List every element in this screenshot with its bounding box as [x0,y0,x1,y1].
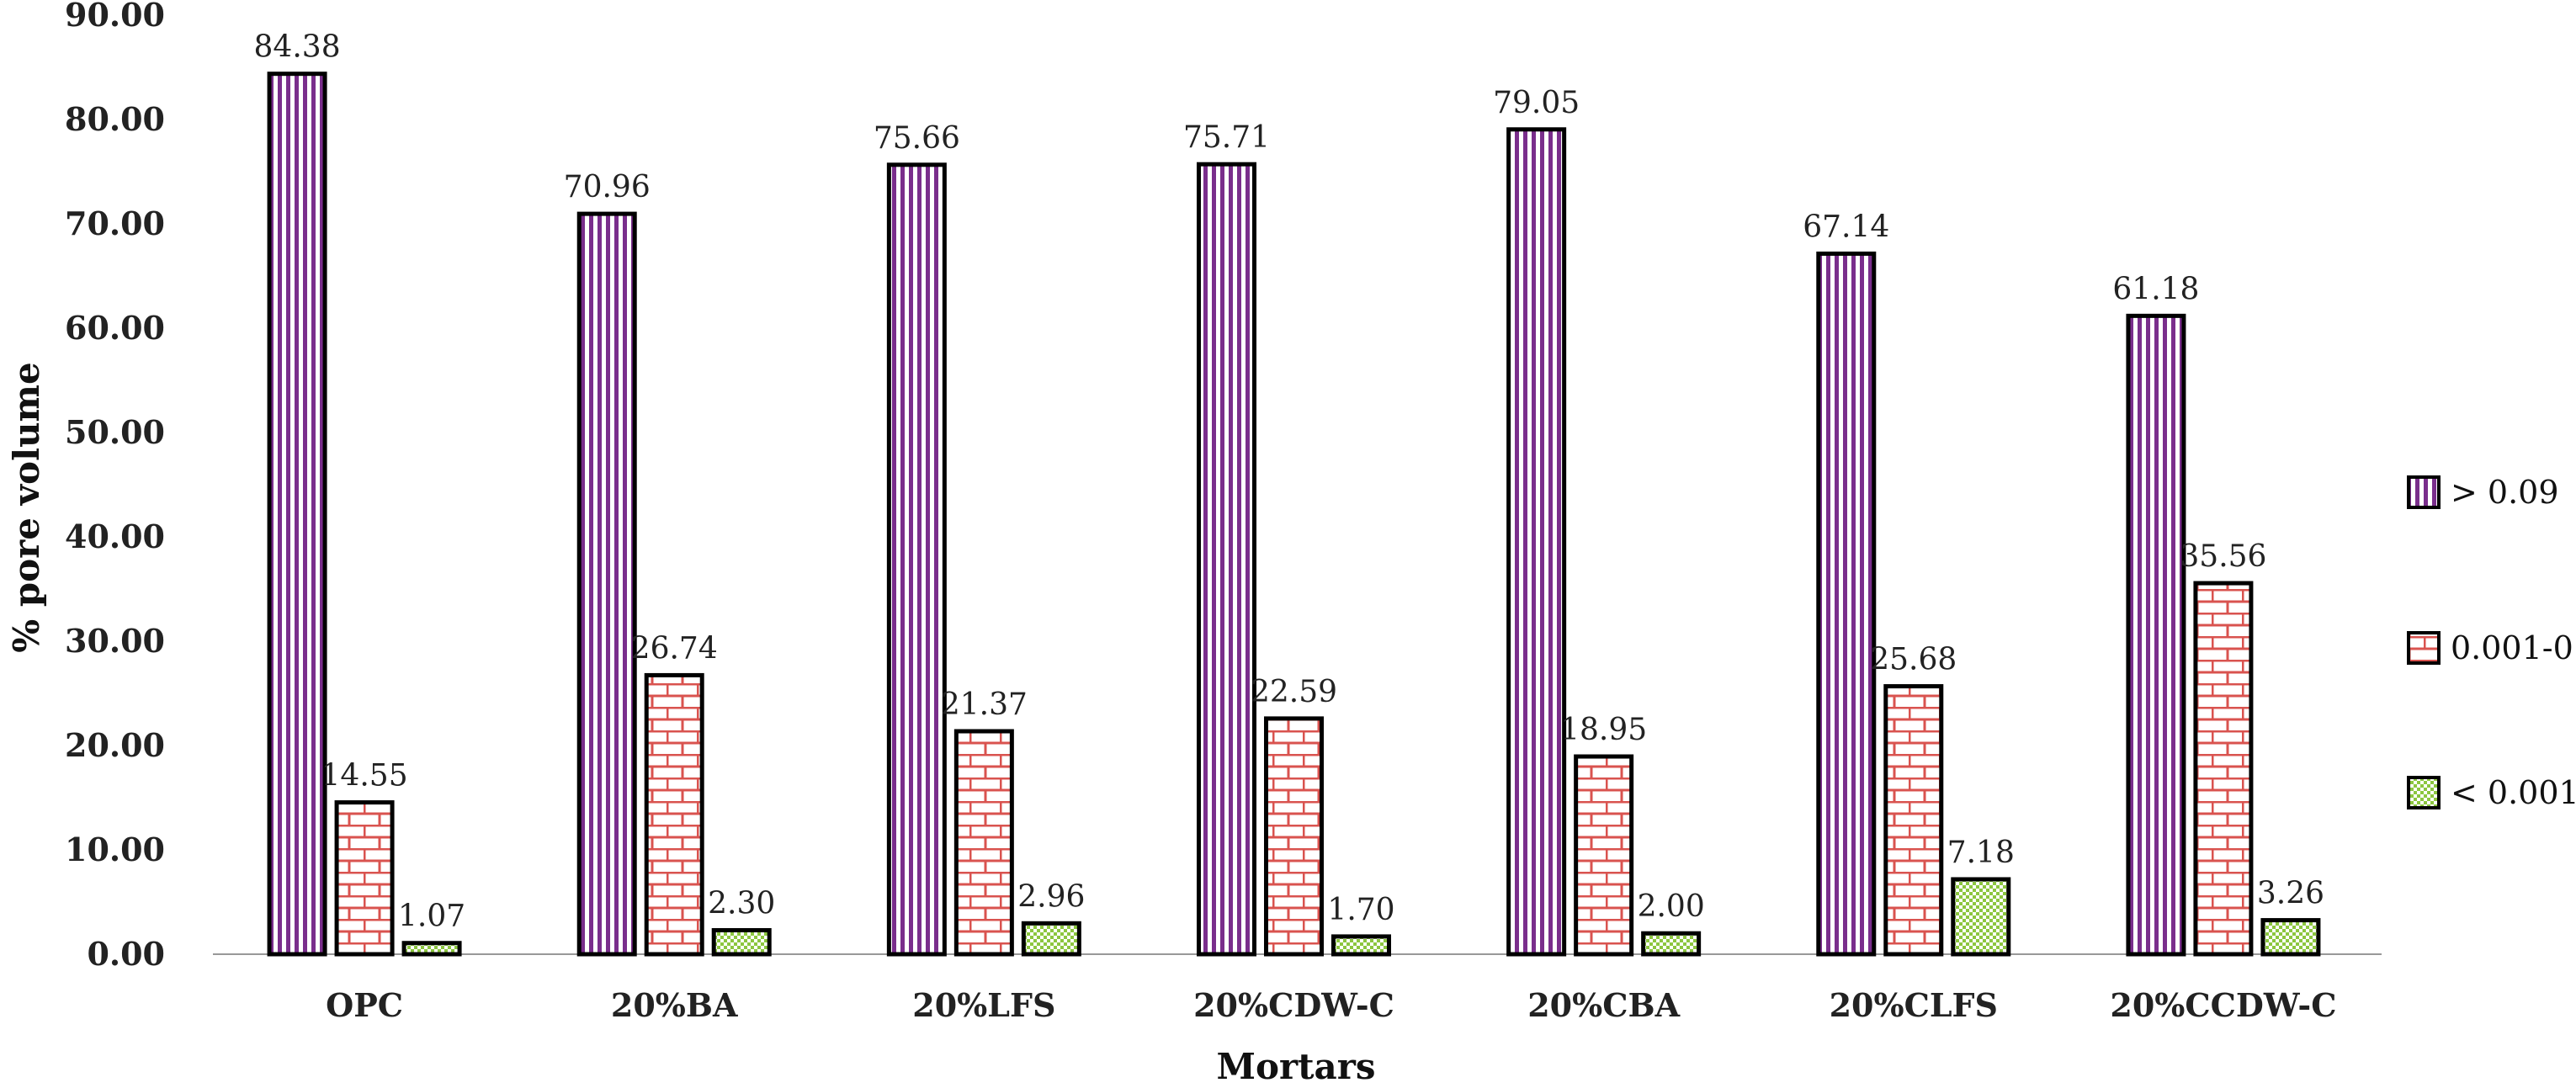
bar [644,672,704,957]
legend-swatch [2407,475,2441,509]
data-label: 79.05 [1493,86,1580,120]
bar [711,927,772,957]
bar [1883,684,1944,957]
data-labels: 84.38 14.55 1.07 70.96 26.74 2.30 75.66 21.37 2.… [254,30,2324,934]
category-label: 20%CBA [1527,986,1680,1024]
bar [1574,754,1634,957]
data-label: 1.07 [398,900,465,934]
bar [334,800,395,957]
y-tick-label: 0.00 [87,935,165,973]
data-label: 18.95 [1560,713,1647,747]
data-label: 35.56 [2180,539,2266,574]
legend-swatch [2407,776,2441,809]
data-label: 3.26 [2257,877,2324,911]
bar [1506,127,1567,957]
bar [576,211,637,957]
bars [267,72,2321,957]
y-tick-label: 20.00 [65,726,165,764]
bar [2260,918,2321,957]
legend-label: > 0.09 [2451,474,2559,511]
bar [2193,581,2254,957]
data-label: 7.18 [1947,836,2015,870]
bar [886,162,947,957]
y-tick-label: 60.00 [65,309,165,347]
data-label: 2.30 [708,886,775,921]
data-label: 21.37 [941,687,1028,722]
bar [1816,251,1877,957]
data-label: 75.66 [874,121,960,156]
legend-label: 0.001-0.09 [2451,629,2576,666]
bar [267,72,327,957]
data-label: 75.71 [1183,120,1270,155]
data-label: 26.74 [631,631,718,666]
legend-label: < 0.001 [2451,774,2576,811]
y-tick-label: 50.00 [65,413,165,451]
bar [1264,716,1324,957]
bar [1021,921,1081,957]
category-label: 20%CLFS [1830,986,1998,1024]
x-axis-category-labels: OPC 20%BA 20%LFS 20%CDW-C 20%CBA 20%CLFS 20%CC… [326,986,2336,1024]
y-tick-label: 40.00 [65,517,165,555]
y-tick-label: 30.00 [65,622,165,660]
bar [1197,162,1256,957]
data-label: 70.96 [564,170,651,204]
y-tick-label: 90.00 [65,0,165,34]
y-axis-tick-labels: 0.00 10.00 20.00 30.00 40.00 50.00 60.00 70.00 8… [65,0,165,973]
category-label: 20%CCDW-C [2110,986,2336,1024]
y-tick-label: 70.00 [65,204,165,242]
category-label: 20%CDW-C [1193,986,1394,1024]
category-label: OPC [326,986,403,1024]
data-label: 1.70 [1327,893,1394,927]
bar [1331,934,1391,957]
x-axis-title: Mortars [1216,1046,1375,1087]
data-label: 67.14 [1803,210,1889,244]
data-label: 2.00 [1638,889,1705,924]
legend: > 0.09 0.001-0.09 < 0.001 [2407,474,2576,811]
data-label: 22.59 [1251,675,1337,709]
data-label: 2.96 [1017,879,1085,914]
bar [1951,877,2011,957]
legend-swatch [2407,631,2441,665]
data-label: 84.38 [254,30,341,65]
data-label: 25.68 [1870,643,1957,677]
y-tick-label: 80.00 [65,100,165,138]
data-label: 61.18 [2112,272,2199,306]
category-label: 20%BA [611,986,738,1024]
category-label: 20%LFS [912,986,1055,1024]
y-tick-label: 10.00 [65,831,165,868]
bar [953,729,1014,957]
bar [2126,313,2186,957]
y-axis-title: % pore volume [6,362,47,652]
data-label: 14.55 [321,759,408,793]
bar [1641,931,1702,957]
bar [401,941,462,957]
